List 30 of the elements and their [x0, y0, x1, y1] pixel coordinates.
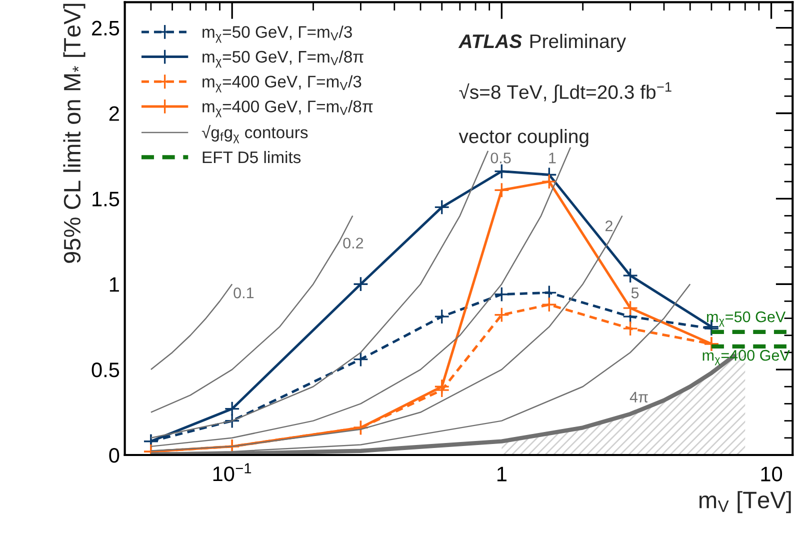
annotation: 4π — [630, 392, 648, 402]
legend-label: EFT D5 limits — [202, 150, 301, 164]
y-axis-title: 95% CL limit on M$_{*}$ [TeV] — [63, 4, 86, 263]
y-tick-label: 2.5 — [92, 20, 120, 36]
y-tick-label: 2 — [109, 106, 119, 121]
x-axis-title: m$_{V}$ [TeV] — [700, 491, 791, 514]
y-tick-label: 1.5 — [92, 192, 120, 206]
x-tick-label: 10 — [761, 466, 782, 482]
x-tick-label: 1 — [497, 466, 506, 482]
legend-label: m$_{χ}$=400 GeV, Γ=m$_{V}$/8π — [202, 100, 373, 118]
annotation: 1 — [549, 152, 556, 164]
legend-label: √g$_{f}$g$_{χ}$ contours — [202, 124, 308, 144]
y-tick-label: 0.5 — [92, 362, 120, 378]
annotation: m$_{χ}$=50 GeV — [707, 311, 786, 327]
annotation: 0.2 — [343, 238, 364, 249]
y-tick-label: 1 — [110, 277, 119, 292]
annotation: vector coupling — [458, 128, 588, 148]
annotation: Preliminary — [530, 34, 626, 52]
annotation: m$_{χ}$=400 GeV — [702, 350, 790, 366]
annotation: 0.1 — [234, 288, 254, 298]
annotation: 2 — [605, 220, 612, 232]
x-tick-label: 10$^{−1}$ — [213, 463, 252, 482]
legend-label: m$_{χ}$=50 GeV, Γ=m$_{V}$/3 — [202, 26, 352, 43]
annotation: ATLAS — [458, 34, 522, 48]
annotation: 5 — [631, 288, 639, 298]
legend-label: m$_{χ}$=50 GeV, Γ=m$_{V}$/8π — [202, 50, 364, 68]
annotation: 0.5 — [490, 152, 511, 164]
annotation: √s=8 TeV, ∫Ldt=20.3 fb$^{−1}$ — [459, 82, 672, 103]
legend-label: m$_{χ}$=400 GeV, Γ=m$_{V}$/3 — [202, 75, 362, 92]
y-tick-label: 0 — [109, 448, 120, 463]
